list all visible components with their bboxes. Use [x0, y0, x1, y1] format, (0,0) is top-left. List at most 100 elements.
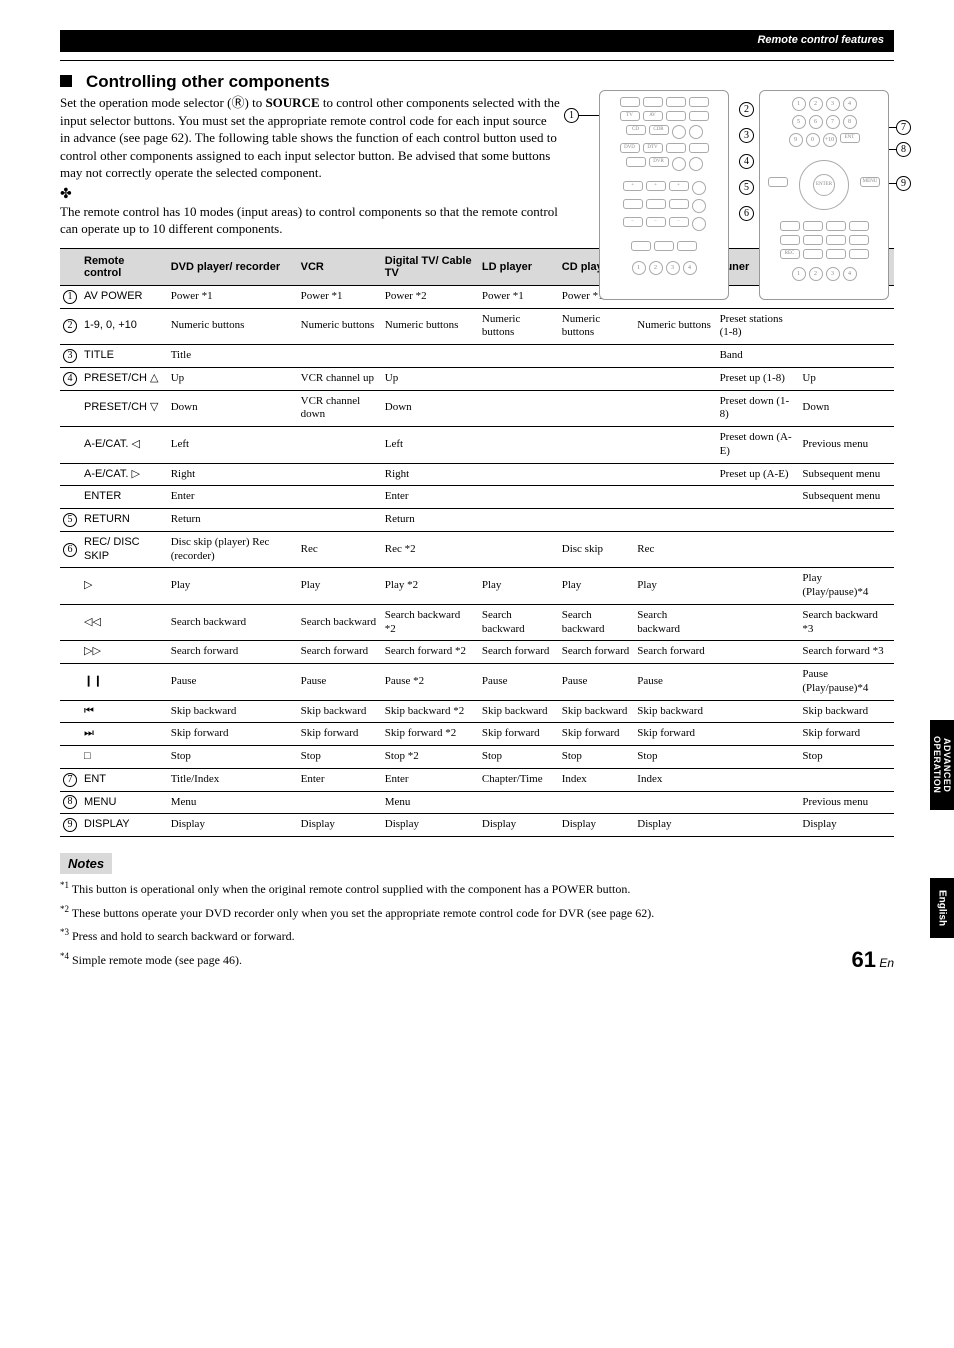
table-cell: Preset up (A-E)	[716, 463, 799, 486]
table-cell: Search backward	[478, 604, 558, 641]
table-cell	[716, 486, 799, 509]
table-cell: Search backward *3	[798, 604, 894, 641]
side-tab-language: English	[930, 878, 954, 938]
table-cell: Chapter/Time	[478, 768, 558, 791]
table-cell: Search forward	[167, 641, 297, 664]
table-cell	[478, 486, 558, 509]
table-cell: ENTER	[80, 486, 167, 509]
table-cell	[716, 791, 799, 814]
table-cell	[716, 768, 799, 791]
table-cell: Numeric buttons	[381, 308, 478, 345]
row-index: 9	[60, 814, 80, 837]
table-cell: Up	[798, 367, 894, 390]
table-cell	[558, 345, 634, 368]
table-cell: Enter	[381, 486, 478, 509]
table-cell: A-E/CAT. ▷	[80, 463, 167, 486]
table-cell: Search forward	[297, 641, 381, 664]
function-table: Remote control DVD player/ recorder VCR …	[60, 248, 894, 837]
table-cell: Disc skip (player) Rec (recorder)	[167, 531, 297, 568]
table-cell	[558, 509, 634, 532]
table-cell: Display	[167, 814, 297, 837]
table-cell	[798, 531, 894, 568]
table-cell: Pause *2	[381, 664, 478, 701]
table-cell: Skip backward	[798, 700, 894, 723]
table-row: ▷PlayPlayPlay *2PlayPlayPlayPlay (Play/p…	[60, 568, 894, 605]
table-cell: Stop	[798, 746, 894, 769]
note-line: *3 Press and hold to search backward or …	[60, 927, 894, 945]
heading-square-icon	[60, 75, 72, 87]
table-row: □StopStopStop *2StopStopStopStop	[60, 746, 894, 769]
table-cell: Search backward	[167, 604, 297, 641]
table-cell: Pause	[558, 664, 634, 701]
table-cell: Search backward	[558, 604, 634, 641]
table-cell	[478, 427, 558, 464]
section-heading: Controlling other components	[86, 72, 330, 92]
table-cell	[478, 791, 558, 814]
table-cell: Numeric buttons	[167, 308, 297, 345]
table-cell: ⏭	[80, 723, 167, 746]
row-index	[60, 390, 80, 427]
table-cell	[633, 367, 715, 390]
table-cell	[716, 604, 799, 641]
note-line: *4 Simple remote mode (see page 46).	[60, 951, 894, 969]
table-cell: VCR channel up	[297, 367, 381, 390]
table-cell: Search backward	[297, 604, 381, 641]
remote-right: 1234 5678 90+10ENT ENTER MENU REC 1234	[759, 90, 889, 300]
table-cell: Skip forward	[558, 723, 634, 746]
table-cell	[297, 427, 381, 464]
table-cell: Stop *2	[381, 746, 478, 769]
table-cell: RETURN	[80, 509, 167, 532]
table-cell: Search forward	[478, 641, 558, 664]
col-remote: Remote control	[80, 248, 167, 285]
table-cell: Title/Index	[167, 768, 297, 791]
table-cell: DISPLAY	[80, 814, 167, 837]
table-row: A-E/CAT. ◁LeftLeftPreset down (A-E)Previ…	[60, 427, 894, 464]
table-cell: MENU	[80, 791, 167, 814]
table-cell: ▷	[80, 568, 167, 605]
table-cell	[633, 791, 715, 814]
table-cell: ▷▷	[80, 641, 167, 664]
side-tab-advanced: ADVANCED OPERATION	[930, 720, 954, 810]
table-cell: 1-9, 0, +10	[80, 308, 167, 345]
col-ld: LD player	[478, 248, 558, 285]
table-cell: Band	[716, 345, 799, 368]
table-cell: Down	[167, 390, 297, 427]
table-cell: □	[80, 746, 167, 769]
table-cell: Enter	[297, 768, 381, 791]
notes-heading: Notes	[60, 853, 112, 874]
table-cell: Power *1	[167, 285, 297, 308]
callout-4: 4	[739, 154, 754, 169]
table-cell	[633, 463, 715, 486]
table-cell: Display	[478, 814, 558, 837]
table-cell: Skip forward	[633, 723, 715, 746]
table-cell: Stop	[297, 746, 381, 769]
table-cell: Display	[381, 814, 478, 837]
row-index	[60, 641, 80, 664]
row-index: 4	[60, 367, 80, 390]
table-cell	[478, 531, 558, 568]
table-cell	[716, 746, 799, 769]
table-cell: Index	[633, 768, 715, 791]
table-cell: Stop	[558, 746, 634, 769]
table-cell	[798, 768, 894, 791]
table-cell: Numeric buttons	[478, 308, 558, 345]
table-cell	[478, 367, 558, 390]
table-cell: Play	[633, 568, 715, 605]
table-cell: Search forward *2	[381, 641, 478, 664]
table-cell: Skip backward	[167, 700, 297, 723]
remote-left: TVAV CDCDR DVDDTV DVR +++ −−− 1234	[599, 90, 729, 300]
row-index	[60, 604, 80, 641]
table-cell: Stop	[167, 746, 297, 769]
table-cell: Pause (Play/pause)*4	[798, 664, 894, 701]
notes-list: *1 This button is operational only when …	[60, 880, 894, 968]
row-index: 1	[60, 285, 80, 308]
table-cell	[633, 486, 715, 509]
table-cell: Play	[558, 568, 634, 605]
table-cell: Display	[297, 814, 381, 837]
header-bar-text: Remote control features	[757, 34, 884, 46]
table-cell	[633, 390, 715, 427]
row-index: 7	[60, 768, 80, 791]
table-cell	[633, 509, 715, 532]
table-cell: Search forward *3	[798, 641, 894, 664]
table-cell: Display	[633, 814, 715, 837]
